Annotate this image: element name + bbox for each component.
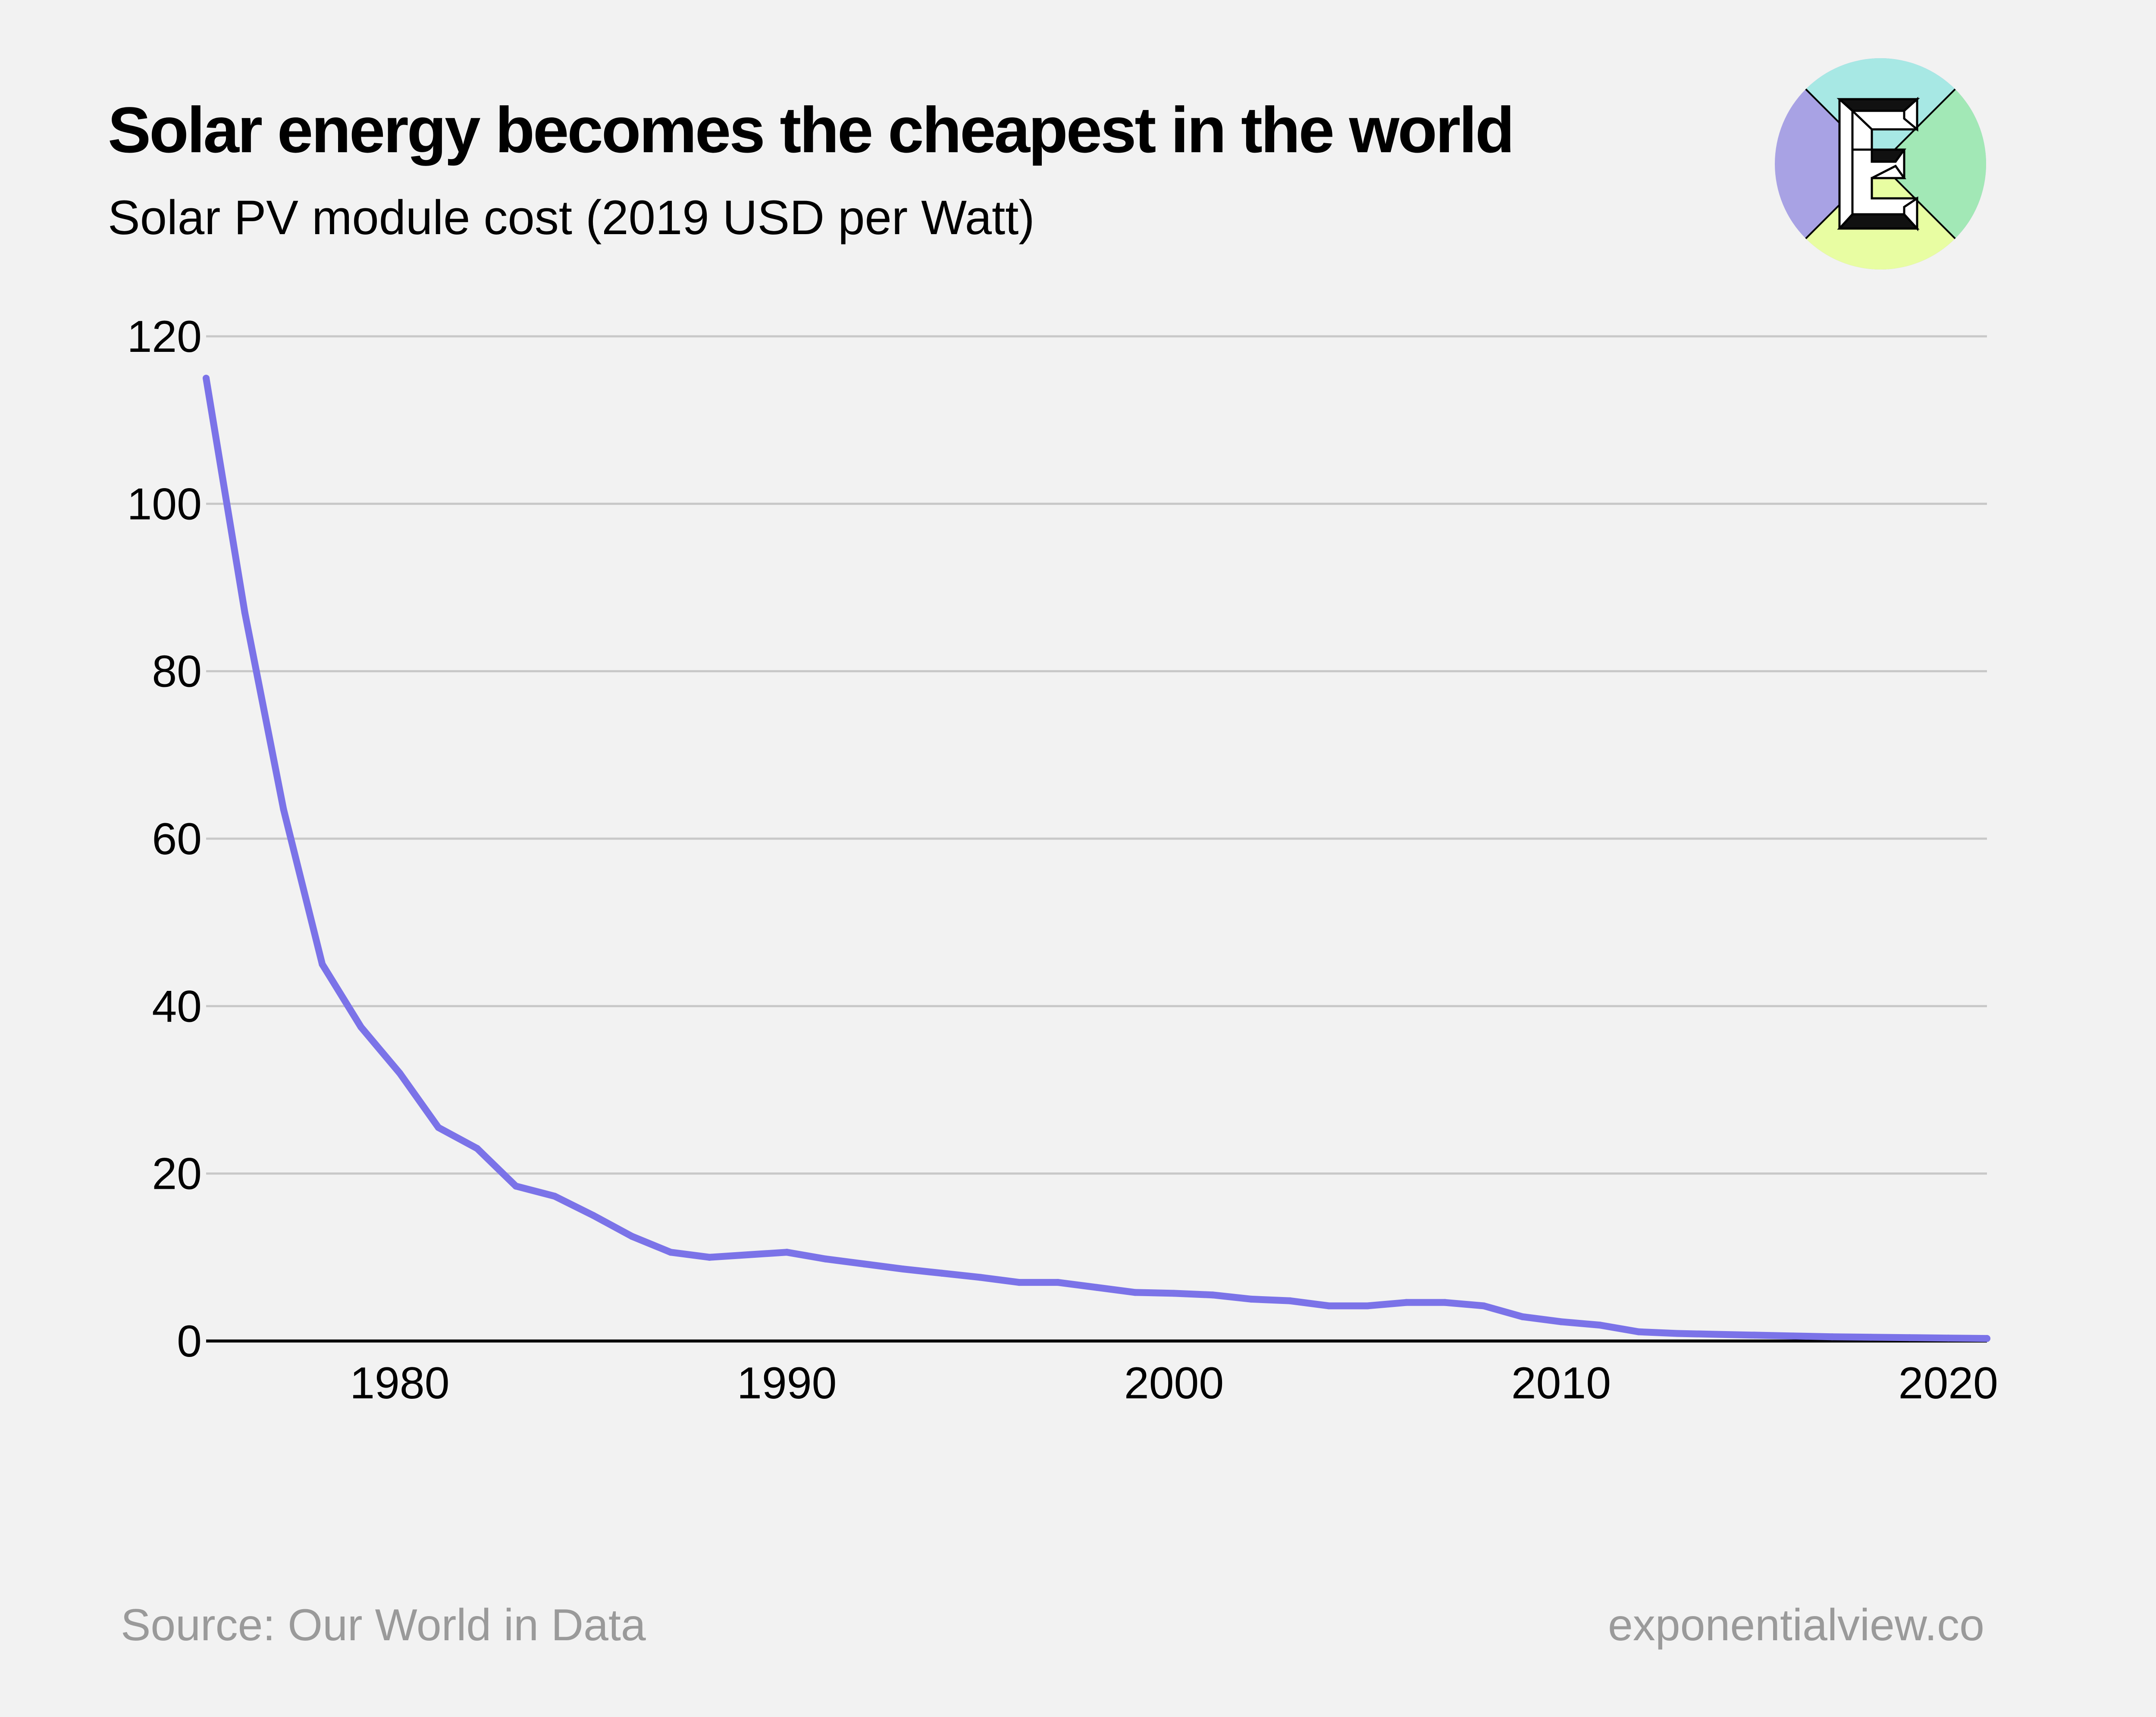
data-point-1975 bbox=[203, 375, 210, 382]
data-point-1985 bbox=[589, 1212, 597, 1219]
data-point-2021 bbox=[1984, 1335, 1990, 1342]
data-point-1976 bbox=[241, 609, 248, 616]
data-point-1994 bbox=[938, 1269, 945, 1277]
data-point-1991 bbox=[822, 1255, 829, 1263]
x-tick-label: 2020 bbox=[1899, 1358, 1998, 1408]
data-point-2017 bbox=[1828, 1333, 1836, 1341]
data-point-1980 bbox=[396, 1069, 403, 1077]
series-line-solar-pv-cost bbox=[203, 375, 1990, 1342]
data-point-2005 bbox=[1364, 1302, 1371, 1310]
data-point-1989 bbox=[744, 1251, 752, 1259]
x-tick-label: 1980 bbox=[350, 1358, 449, 1408]
data-point-1988 bbox=[706, 1253, 713, 1261]
data-point-1990 bbox=[783, 1249, 790, 1256]
data-point-2000 bbox=[1170, 1290, 1178, 1297]
data-point-2014 bbox=[1712, 1331, 1720, 1338]
data-point-2002 bbox=[1248, 1295, 1255, 1303]
data-point-2008 bbox=[1480, 1302, 1487, 1310]
x-axis-ticks: 1980 1990 2000 2010 2020 bbox=[350, 1358, 1998, 1408]
data-point-1987 bbox=[667, 1249, 674, 1256]
y-tick-label: 60 bbox=[152, 814, 202, 864]
x-tick-label: 1990 bbox=[737, 1358, 837, 1408]
data-point-1999 bbox=[1131, 1289, 1139, 1296]
data-point-2019 bbox=[1906, 1334, 1913, 1341]
data-point-2004 bbox=[1325, 1302, 1332, 1310]
data-point-2009 bbox=[1519, 1313, 1526, 1320]
data-point-2010 bbox=[1557, 1318, 1565, 1325]
data-point-1992 bbox=[861, 1260, 868, 1268]
y-tick-label: 100 bbox=[127, 479, 202, 529]
data-point-2012 bbox=[1635, 1328, 1642, 1335]
y-tick-label: 80 bbox=[152, 647, 202, 697]
data-point-2006 bbox=[1403, 1299, 1410, 1306]
data-point-2003 bbox=[1286, 1297, 1294, 1304]
x-tick-label: 2000 bbox=[1124, 1358, 1224, 1408]
data-point-1995 bbox=[977, 1274, 984, 1281]
data-point-1997 bbox=[1054, 1279, 1062, 1286]
exponential-view-logo-icon bbox=[1775, 58, 1986, 269]
data-point-2011 bbox=[1596, 1322, 1604, 1329]
y-tick-label: 20 bbox=[152, 1149, 202, 1199]
data-point-1986 bbox=[628, 1233, 636, 1240]
data-point-1977 bbox=[280, 806, 287, 813]
data-point-1978 bbox=[319, 961, 326, 968]
data-point-2018 bbox=[1867, 1334, 1874, 1341]
data-point-2015 bbox=[1751, 1332, 1758, 1339]
data-points bbox=[203, 375, 1990, 1342]
y-tick-label: 0 bbox=[177, 1316, 202, 1366]
x-tick-label: 2010 bbox=[1511, 1358, 1611, 1408]
y-axis-ticks: 0 20 40 60 80 100 120 bbox=[127, 312, 202, 1366]
data-point-1982 bbox=[473, 1145, 481, 1152]
data-point-2016 bbox=[1790, 1332, 1797, 1340]
chart-title: Solar energy becomes the cheapest in the… bbox=[108, 94, 1515, 166]
data-point-1979 bbox=[357, 1023, 365, 1031]
data-point-1998 bbox=[1093, 1284, 1100, 1291]
data-point-1993 bbox=[899, 1266, 907, 1273]
y-tick-label: 120 bbox=[127, 312, 202, 362]
data-point-1984 bbox=[551, 1193, 558, 1200]
data-point-1981 bbox=[435, 1124, 442, 1131]
data-point-1983 bbox=[512, 1182, 520, 1190]
grid-lines bbox=[206, 335, 1987, 1175]
source-note: Source: Our World in Data bbox=[121, 1600, 646, 1650]
chart-subtitle: Solar PV module cost (2019 USD per Watt) bbox=[108, 191, 1035, 244]
data-point-2020 bbox=[1945, 1335, 1952, 1342]
data-point-2007 bbox=[1442, 1299, 1449, 1306]
y-tick-label: 40 bbox=[152, 981, 202, 1031]
data-point-1996 bbox=[1015, 1279, 1023, 1286]
site-link[interactable]: exponentialview.co bbox=[1608, 1600, 1984, 1650]
data-point-2001 bbox=[1209, 1291, 1216, 1299]
data-point-2013 bbox=[1673, 1330, 1681, 1337]
